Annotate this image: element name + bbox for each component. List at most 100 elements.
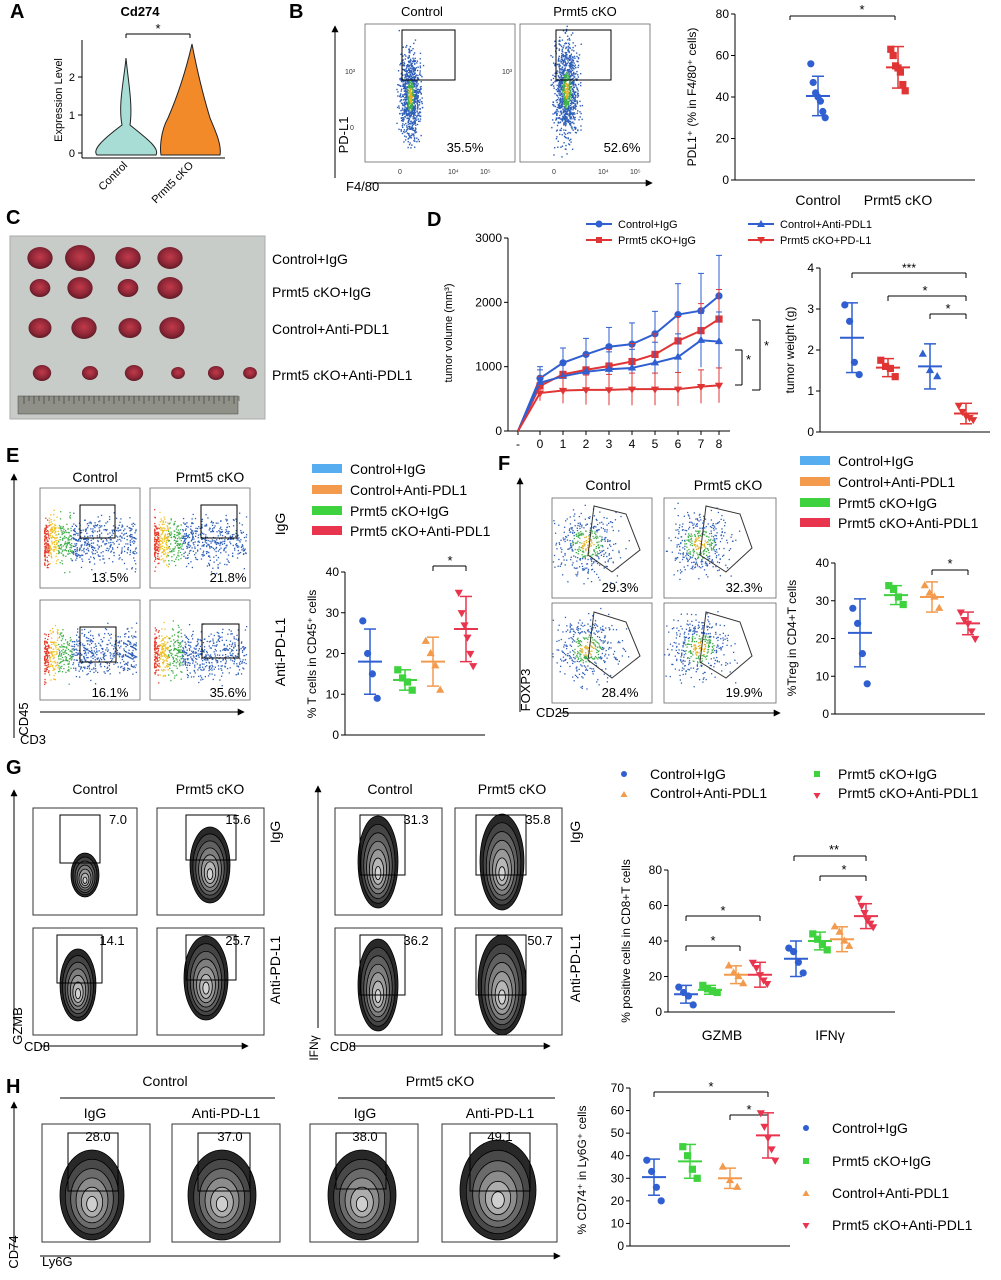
b-flow-control-event [404, 80, 406, 82]
e-flow-event [160, 655, 162, 657]
e-flow-event [51, 528, 53, 530]
e-flow-event [79, 556, 81, 558]
e-flow-event [164, 628, 166, 630]
b-flow-prmt5-event [561, 50, 563, 52]
b-flow-control-event [412, 129, 414, 131]
e-flow-event [50, 527, 53, 529]
e-flow-event [74, 648, 76, 651]
e-flow-event [160, 533, 163, 536]
b-flow-prmt5-event [566, 84, 568, 86]
e-flow-event [60, 652, 63, 655]
e-flow-event [203, 650, 205, 653]
e-flow-event [174, 675, 176, 677]
e-flow-event [188, 544, 190, 546]
e-flow-event [164, 528, 166, 530]
e-flow-event [163, 527, 165, 529]
e-flow-event [243, 549, 246, 552]
e-flow-event [128, 641, 131, 643]
e-flow-event [110, 550, 113, 552]
b-flow-control-event [408, 69, 410, 71]
e-flow-event [117, 641, 119, 644]
e-flow-event [77, 534, 79, 536]
b-flow-prmt5-event [567, 108, 570, 110]
e-flow-event [243, 549, 245, 551]
b-flow-prmt5-event [554, 64, 556, 67]
e-flow-event [119, 653, 122, 655]
b-flow-prmt5-event [561, 76, 563, 79]
b-percent-control: 35.5% [447, 140, 484, 155]
e-flow-event [86, 539, 88, 542]
b-flow-prmt5-event [568, 114, 570, 117]
b-flow-control-event [407, 89, 410, 91]
e-flow-event [186, 658, 188, 660]
b-flow-prmt5-event [562, 98, 565, 101]
e-flow-event [192, 655, 195, 657]
b-flow-control-event [409, 88, 411, 90]
e-flow-event [204, 541, 207, 543]
e-flow-event [195, 645, 197, 647]
b-flow-control-event [410, 107, 412, 110]
e-flow-event [107, 643, 109, 646]
e-flow-event [201, 666, 204, 668]
b-flow-prmt5-event [573, 62, 575, 64]
e-flow-event [164, 656, 167, 658]
b-flow-control-event [408, 66, 410, 68]
b-flow-prmt5-event [572, 59, 575, 61]
e-flow-event [129, 535, 132, 537]
e-flow-event [216, 531, 218, 533]
b-scatter-xlabel-control: Control [795, 192, 840, 208]
e-flow-event [91, 651, 93, 654]
b-flow-prmt5-event [552, 103, 554, 106]
tumor-4-5 [207, 366, 225, 380]
b-flow-control-event [410, 84, 412, 87]
b-flow-control-event [415, 87, 417, 89]
e-flow-event [131, 655, 133, 657]
e-flow-event [51, 523, 54, 525]
e-flow-event [167, 547, 169, 550]
e-flow-event [92, 653, 95, 655]
b-flow-control-event [420, 134, 422, 137]
e-flow-event [89, 561, 91, 564]
e-flow-event [47, 644, 49, 647]
e-flow-event [110, 539, 112, 541]
e-flow-event [68, 541, 71, 544]
b-flow-control-event [404, 106, 406, 108]
e-flow-event [210, 531, 212, 533]
b-flow-control-event [420, 80, 422, 83]
d-legend: Control+IgG Prmt5 cKO+IgG Control+Anti-P… [586, 219, 872, 247]
e-flow-event [117, 539, 119, 541]
e-flow-event [230, 543, 232, 545]
b-flow-control-event [401, 112, 403, 114]
e-flow-event [46, 660, 48, 663]
e-flow-event [173, 677, 176, 679]
b-flow-control-event [411, 122, 413, 125]
e-flow-event [186, 654, 189, 657]
e-flow-event [54, 644, 56, 646]
b-flow-control-event [408, 125, 411, 128]
e-flow-event [197, 534, 200, 536]
e-flow-event [209, 559, 211, 562]
e-flow-event [110, 541, 112, 544]
b-flow-control-event [403, 109, 405, 112]
e-flow-event [53, 668, 55, 671]
e-flow-event [192, 530, 194, 532]
b-flow-control-event [416, 84, 419, 87]
e-flow-event [83, 655, 85, 658]
e-flow-event [226, 564, 228, 566]
e-flow-event [92, 546, 94, 548]
e-flow-event [203, 544, 205, 546]
e-flow-event [166, 535, 169, 537]
e-flow-event [155, 546, 158, 548]
b-flow-prmt5-event [577, 56, 580, 59]
e-flow-event [57, 547, 60, 550]
e-flow-event [243, 567, 246, 570]
b-flow-control-event [417, 108, 419, 110]
b-flow-control-event [411, 82, 413, 84]
e-flow-event [90, 634, 92, 637]
b-flow-control-event [403, 65, 406, 67]
e-flow-event [135, 568, 137, 570]
e-flow-event [158, 544, 160, 547]
e-flow-event [58, 525, 61, 527]
e-flow-event [80, 531, 83, 534]
b-flow-control-event [407, 117, 410, 120]
